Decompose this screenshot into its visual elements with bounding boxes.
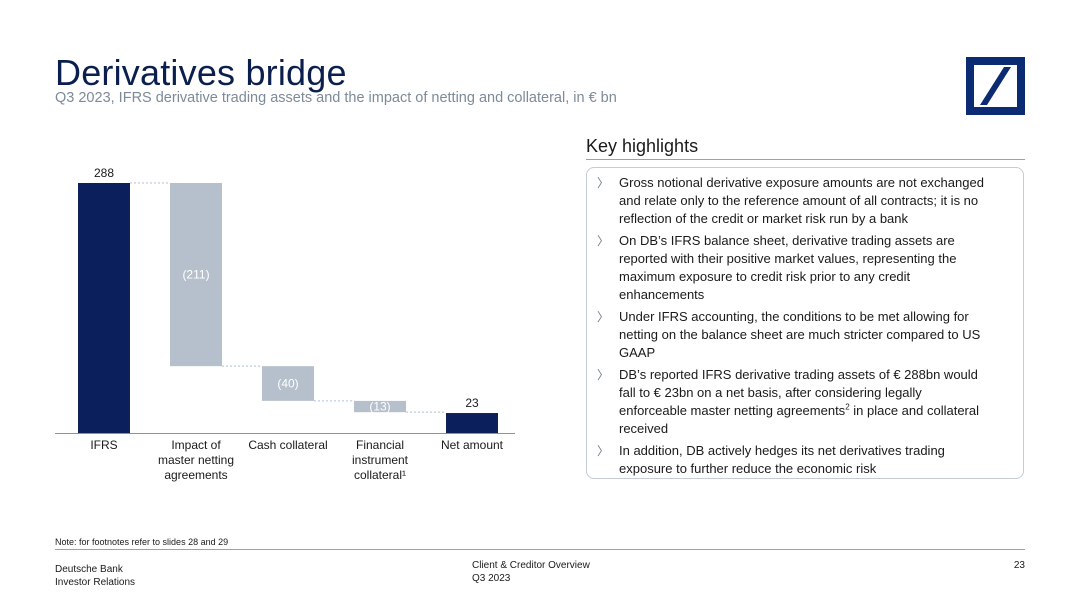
chevron-right-icon: 〉: [597, 444, 610, 458]
category-label-3: Financial instrument collateral¹: [351, 438, 409, 482]
chevron-right-icon: 〉: [597, 234, 610, 248]
key-highlights-title: Key highlights: [586, 136, 699, 156]
derivatives-bridge-chart: 288 (211) (40) (13) 23: [55, 166, 515, 434]
category-label-0: IFRS: [90, 438, 118, 452]
bar-2: [262, 366, 314, 401]
value-label-4: 23: [465, 396, 479, 410]
chevron-right-icon: 〉: [597, 368, 610, 382]
bar-3: [354, 400, 406, 413]
footnote-note: Note: for footnotes refer to slides 28 a…: [55, 537, 229, 547]
bar-1: [170, 183, 222, 367]
value-label-1: (211): [182, 268, 209, 282]
bar-0: [78, 183, 130, 433]
highlight-text: In addition, DB actively hedges its net …: [619, 443, 945, 476]
highlight-text: On DB’s IFRS balance sheet, derivative t…: [619, 233, 957, 302]
value-label-0: 288: [94, 166, 114, 180]
highlight-text: DB’s reported IFRS derivative trading as…: [619, 367, 979, 436]
category-label-1: Impact of master netting agreements: [157, 438, 235, 482]
footer-divider: [55, 549, 1025, 550]
bar-4: [446, 413, 498, 433]
footer-center: Client & Creditor Overview Q3 2023: [472, 560, 590, 584]
value-label-3: (13): [369, 400, 390, 414]
chevron-right-icon: 〉: [597, 176, 610, 190]
page-title: Derivatives bridge: [55, 52, 347, 93]
highlight-text: Under IFRS accounting, the conditions to…: [619, 309, 981, 360]
category-label-4: Net amount: [440, 438, 504, 452]
highlights-box: [586, 167, 1024, 479]
divider: [586, 159, 1025, 160]
deutsche-bank-logo-icon: [966, 57, 1025, 115]
highlight-text: Gross notional derivative exposure amoun…: [619, 175, 984, 226]
footer-left: Deutsche Bank Investor Relations: [55, 564, 136, 588]
value-label-2: (40): [277, 377, 298, 391]
page-number: 23: [1013, 560, 1025, 571]
category-label-2: Cash collateral: [248, 438, 328, 452]
page-subtitle: Q3 2023, IFRS derivative trading assets …: [55, 90, 617, 106]
chevron-right-icon: 〉: [597, 310, 610, 324]
